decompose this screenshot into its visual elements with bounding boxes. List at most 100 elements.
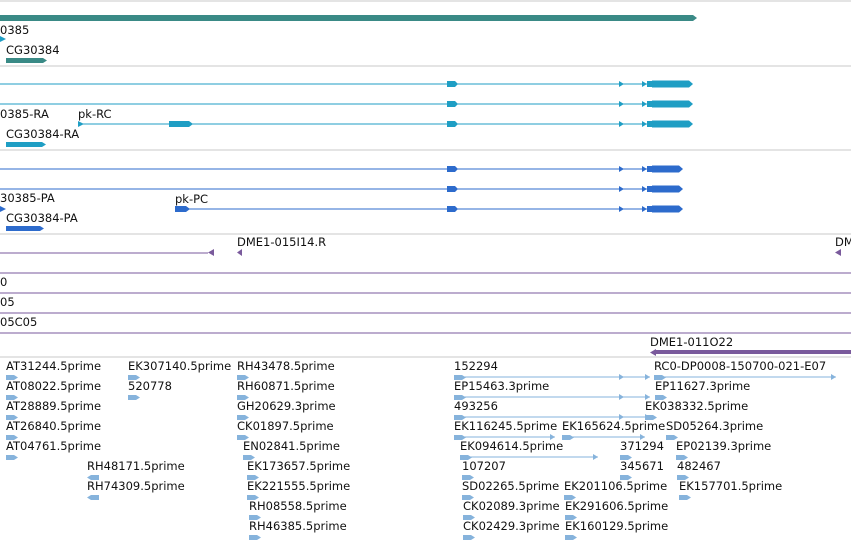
est-marker[interactable] [249,515,261,520]
protein-feature-pk-pc[interactable] [175,205,683,213]
est-label[interactable]: EP02139.3prime [676,439,771,453]
est-label[interactable]: GH20629.3prime [237,399,336,413]
est-label[interactable]: RC0-DP0008-150700-021-E07 [654,359,826,373]
transcript-feature-cg30384-ra[interactable] [6,142,46,147]
est-marker[interactable] [655,395,667,400]
est-label[interactable]: CK01897.5prime [237,419,334,433]
est-label[interactable]: EK201106.5prime [564,479,667,493]
transcript-feature[interactable] [0,100,693,108]
est-label[interactable]: RH74309.5prime [87,479,185,493]
est-marker[interactable] [679,495,691,500]
est-marker[interactable] [454,435,466,440]
est-label[interactable]: EK094614.5prime [460,439,563,453]
est-label[interactable]: RH08558.5prime [249,499,347,513]
clone-feature-dme1-011o22[interactable] [650,349,851,356]
est-label[interactable]: AT04761.5prime [6,439,101,453]
est-marker[interactable] [6,415,18,420]
clone-feature[interactable] [0,249,214,256]
est-label[interactable]: EP11627.3prime [655,379,750,393]
est-marker[interactable] [237,415,249,420]
est-marker[interactable] [247,475,259,480]
est-label[interactable]: 493256 [454,399,498,413]
est-label[interactable]: EK160129.5prime [565,519,668,533]
est-label[interactable]: AT28889.5prime [6,399,101,413]
clone-label[interactable]: 05 [0,295,15,309]
est-marker[interactable] [463,515,475,520]
est-label[interactable]: 482467 [677,459,721,473]
est-label[interactable]: EK038332.5prime [645,399,748,413]
est-label[interactable]: EN02841.5prime [243,439,340,453]
est-marker[interactable] [620,455,632,460]
clone-label[interactable]: 0 [0,275,7,289]
est-label[interactable]: CK02089.3prime [463,499,560,513]
clone-label[interactable]: DME1-011O22 [650,335,733,349]
est-label[interactable]: EK307140.5prime [128,359,231,373]
est-marker[interactable] [462,495,474,500]
est-marker[interactable] [249,535,261,540]
est-marker[interactable] [128,395,140,400]
est-label[interactable]: SD02265.5prime [462,479,559,493]
est-label[interactable]: EK157701.5prime [679,479,782,493]
est-marker[interactable] [243,455,255,460]
est-marker[interactable] [654,375,666,380]
est-label[interactable]: RH43478.5prime [237,359,335,373]
est-label[interactable]: 107207 [462,459,506,473]
est-label[interactable]: EK173657.5prime [247,459,350,473]
gene-label[interactable]: 0385 [0,23,29,37]
gene-feature-cg30384[interactable] [6,58,47,63]
transcript-label[interactable]: 0385-RA [0,107,49,121]
est-marker[interactable] [87,475,99,480]
clone-feature-end[interactable] [237,249,242,256]
gene-bar[interactable] [0,15,693,21]
protein-label[interactable]: pk-PC [175,192,208,206]
est-label[interactable]: AT26840.5prime [6,419,101,433]
est-label[interactable]: 345671 [620,459,664,473]
est-label[interactable]: EK221555.5prime [247,479,350,493]
est-label[interactable]: EK291606.5prime [565,499,668,513]
est-label[interactable]: EK116245.5prime [454,419,557,433]
clone-label[interactable]: DM [835,235,851,249]
est-marker[interactable] [645,415,657,420]
est-label[interactable]: SD05264.3prime [666,419,763,433]
protein-feature-cg30384-pa[interactable] [6,226,44,231]
est-marker[interactable] [677,475,689,480]
est-label[interactable]: 371294 [620,439,664,453]
transcript-label[interactable]: pk-RC [78,107,112,121]
est-label[interactable]: EP15463.3prime [454,379,549,393]
est-label[interactable]: RH60871.5prime [237,379,335,393]
transcript-feature-pk-rc[interactable] [78,120,693,128]
est-marker[interactable] [676,455,688,460]
protein-feature[interactable] [0,165,683,173]
est-label[interactable]: 152294 [454,359,498,373]
est-marker[interactable] [565,515,577,520]
est-marker[interactable] [460,455,472,460]
est-marker[interactable] [564,495,576,500]
est-marker[interactable] [237,395,249,400]
est-marker[interactable] [454,395,466,400]
protein-feature[interactable] [0,185,683,193]
clone-label[interactable]: 05C05 [0,315,37,329]
est-marker[interactable] [562,435,574,440]
clone-feature-end[interactable] [835,249,841,256]
est-marker[interactable] [620,475,632,480]
est-marker[interactable] [247,495,259,500]
est-marker[interactable] [463,535,475,540]
transcript-label[interactable]: CG30384-RA [6,127,79,141]
est-marker[interactable] [454,415,466,420]
est-label[interactable]: AT08022.5prime [6,379,101,393]
gene-label[interactable]: CG30384 [6,43,60,57]
gene-bar[interactable] [6,58,43,63]
est-label[interactable]: CK02429.3prime [463,519,560,533]
protein-label[interactable]: 30385-PA [0,191,55,205]
est-label[interactable]: AT31244.5prime [6,359,101,373]
est-marker[interactable] [462,475,474,480]
est-label[interactable]: RH48171.5prime [87,459,185,473]
est-marker[interactable] [565,535,577,540]
est-marker[interactable] [6,435,18,440]
transcript-feature[interactable] [0,80,693,88]
est-marker[interactable] [454,375,466,380]
est-marker[interactable] [237,375,249,380]
est-marker[interactable] [6,455,18,460]
est-marker[interactable] [87,495,99,500]
est-marker[interactable] [237,435,249,440]
